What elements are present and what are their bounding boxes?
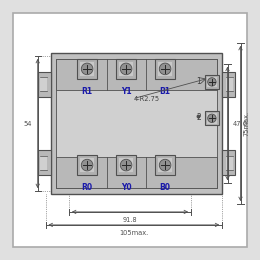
Text: 105max.: 105max. [119, 230, 148, 236]
Bar [158, 158, 172, 172]
Bar [207, 77, 217, 87]
Text: 54: 54 [23, 120, 32, 127]
Circle shape [208, 114, 216, 122]
Bar [80, 62, 94, 76]
Text: 91.8: 91.8 [123, 217, 137, 223]
Bar [80, 158, 94, 172]
Bar [155, 155, 175, 175]
Text: R0: R0 [82, 183, 93, 192]
Bar [56, 59, 217, 188]
Text: Y0: Y0 [121, 183, 131, 192]
Bar [158, 62, 172, 76]
Bar [116, 155, 136, 175]
Bar [116, 59, 136, 79]
Text: 1: 1 [196, 77, 201, 86]
Bar [56, 59, 217, 90]
Text: 2: 2 [196, 113, 201, 122]
Bar [226, 156, 233, 170]
Bar [56, 157, 217, 188]
Text: 75max.: 75max. [244, 111, 250, 136]
Text: 47.6: 47.6 [233, 120, 248, 127]
Bar [40, 156, 47, 170]
Bar [51, 53, 222, 194]
Circle shape [81, 159, 93, 171]
Bar [205, 75, 219, 89]
Bar [222, 72, 235, 96]
Bar [207, 113, 217, 123]
Bar [155, 59, 175, 79]
Bar [222, 151, 235, 175]
Circle shape [159, 159, 171, 171]
Bar [226, 77, 233, 91]
Circle shape [159, 63, 171, 75]
Circle shape [208, 78, 216, 86]
Text: 4-R2.75: 4-R2.75 [134, 96, 160, 102]
Text: B1: B1 [160, 87, 171, 96]
Bar [38, 151, 51, 175]
Text: R1: R1 [82, 87, 93, 96]
Circle shape [120, 159, 132, 171]
Circle shape [81, 63, 93, 75]
Bar [119, 158, 133, 172]
Bar [77, 155, 97, 175]
Bar [119, 62, 133, 76]
Circle shape [120, 63, 132, 75]
Text: Y1: Y1 [121, 87, 131, 96]
Bar [40, 77, 47, 91]
Bar [38, 72, 51, 96]
Text: B0: B0 [160, 183, 171, 192]
Bar [205, 111, 219, 125]
Bar [77, 59, 97, 79]
